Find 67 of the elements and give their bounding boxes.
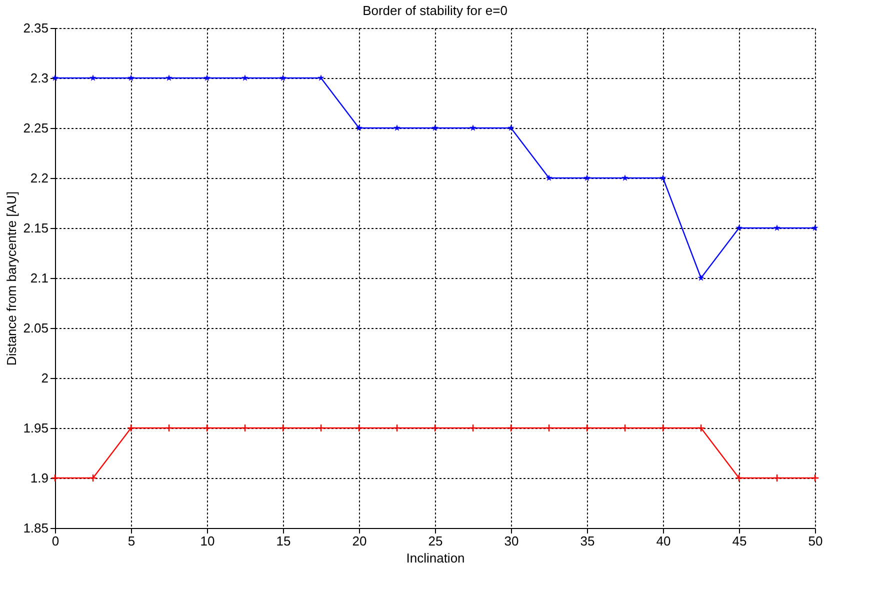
x-tick-label: 5 bbox=[128, 534, 136, 548]
point bbox=[736, 224, 742, 231]
point bbox=[658, 424, 668, 432]
point bbox=[734, 474, 744, 482]
point bbox=[356, 124, 362, 131]
point bbox=[544, 424, 554, 432]
point bbox=[430, 424, 440, 432]
point bbox=[52, 74, 58, 81]
x-tick-label: 25 bbox=[428, 534, 443, 548]
y-tick-label: 2.2 bbox=[30, 170, 48, 186]
point bbox=[546, 174, 552, 181]
point bbox=[698, 274, 704, 281]
point bbox=[506, 424, 516, 432]
y-axis-title: Distance from barycentre [AU] bbox=[4, 191, 20, 366]
point bbox=[164, 424, 174, 432]
point bbox=[280, 74, 286, 81]
y-tick-label: 1.85 bbox=[23, 520, 48, 536]
point bbox=[394, 124, 400, 131]
y-tick-label: 2 bbox=[41, 370, 48, 386]
point bbox=[50, 474, 60, 482]
point bbox=[128, 74, 134, 81]
point bbox=[772, 474, 782, 482]
point bbox=[316, 424, 326, 432]
chart-title: Border of stability for e=0 bbox=[362, 3, 508, 18]
point bbox=[696, 424, 706, 432]
point bbox=[88, 474, 98, 482]
y-tick-label: 2.25 bbox=[23, 120, 48, 136]
point bbox=[318, 74, 324, 81]
y-tick-label: 2.05 bbox=[23, 320, 48, 336]
y-tick-label: 1.95 bbox=[23, 420, 48, 436]
y-tick-label: 2.1 bbox=[30, 270, 48, 286]
x-tick-label: 10 bbox=[200, 534, 215, 548]
x-tick-label: 50 bbox=[808, 534, 823, 548]
point bbox=[812, 224, 818, 231]
point bbox=[582, 424, 592, 432]
x-tick-label: 30 bbox=[504, 534, 519, 548]
point bbox=[166, 74, 172, 81]
point bbox=[620, 424, 630, 432]
x-tick-label: 0 bbox=[52, 534, 60, 548]
point bbox=[240, 424, 250, 432]
point bbox=[392, 424, 402, 432]
y-tick-label: 2.15 bbox=[23, 220, 48, 236]
y-tick-label: 2.35 bbox=[23, 20, 48, 36]
point bbox=[622, 174, 628, 181]
point bbox=[354, 424, 364, 432]
point bbox=[584, 174, 590, 181]
point bbox=[278, 424, 288, 432]
y-tick-label: 1.9 bbox=[30, 470, 48, 486]
point bbox=[126, 424, 136, 432]
point bbox=[470, 124, 476, 131]
point bbox=[508, 124, 514, 131]
point bbox=[204, 74, 210, 81]
point bbox=[432, 124, 438, 131]
x-tick-label: 40 bbox=[656, 534, 671, 548]
point bbox=[202, 424, 212, 432]
point bbox=[660, 174, 666, 181]
point bbox=[810, 474, 820, 482]
y-tick-label: 2.3 bbox=[30, 70, 48, 86]
x-tick-label: 15 bbox=[276, 534, 291, 548]
point bbox=[774, 224, 780, 231]
x-tick-label: 35 bbox=[580, 534, 595, 548]
x-axis-title: Inclination bbox=[406, 550, 465, 566]
x-tick-label: 20 bbox=[352, 534, 367, 548]
point bbox=[468, 424, 478, 432]
point bbox=[242, 74, 248, 81]
point bbox=[90, 74, 96, 81]
x-tick-label: 45 bbox=[732, 534, 747, 548]
